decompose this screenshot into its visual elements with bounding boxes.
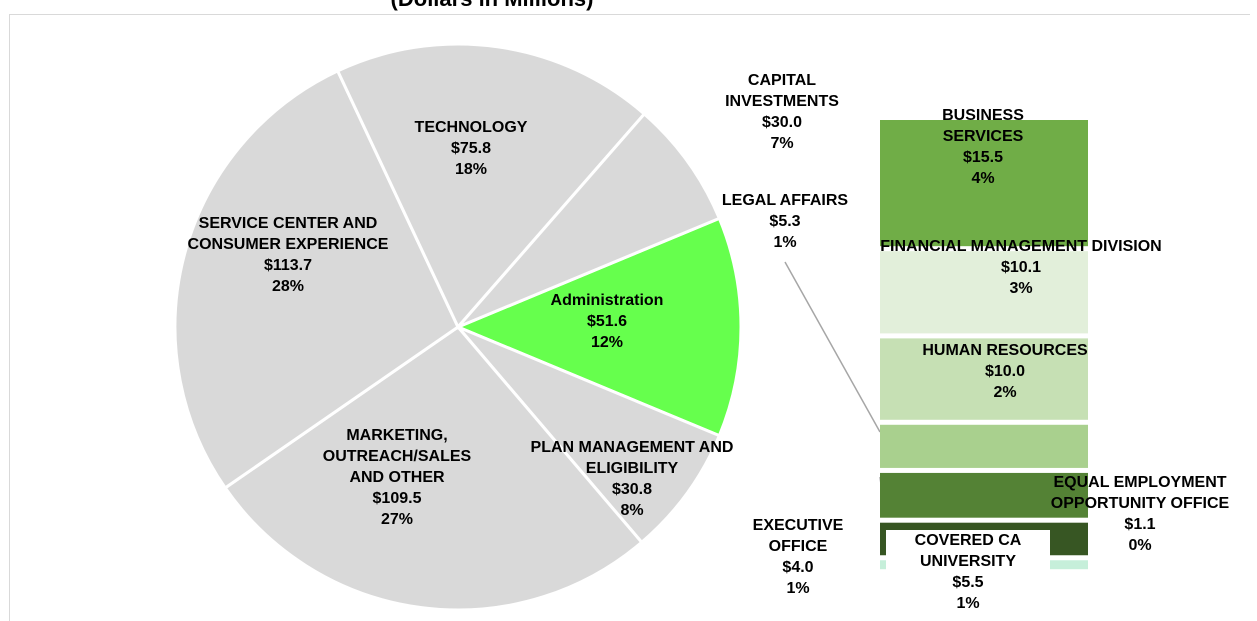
label-value: $1.1: [1124, 516, 1156, 533]
label-name: EXECUTIVE OFFICE: [752, 517, 844, 555]
pie-slice: [456, 325, 722, 545]
chart-title: (Dollars in Millions): [0, 0, 984, 12]
label-value: 27%: [380, 511, 414, 528]
label-value: 7%: [770, 135, 794, 152]
label-value: $5.3: [769, 213, 801, 230]
label-value: $75.8: [450, 140, 492, 157]
label-name: HUMAN RESOURCES: [922, 342, 1088, 359]
label-value: 2%: [993, 384, 1017, 401]
data-label: COVERED CA UNIVERSITY $5.5 1%: [886, 530, 1050, 614]
label-value: $30.0: [761, 114, 803, 131]
label-value: $15.5: [962, 149, 1004, 166]
bar-segment: [880, 472, 1088, 518]
data-label: MARKETING, OUTREACH/SALES AND OTHER $109.…: [317, 425, 477, 530]
bar-segment: [880, 424, 1088, 468]
label-value: $4.0: [782, 559, 814, 576]
label-value: 8%: [620, 502, 644, 519]
data-label: TECHNOLOGY $75.8 18%: [386, 117, 556, 180]
data-label: BUSINESS SERVICES $15.5 4%: [918, 105, 1048, 189]
label-value: 1%: [773, 234, 797, 251]
bar-segment: [880, 251, 1088, 334]
label-name: COVERED CA UNIVERSITY: [914, 532, 1022, 570]
pie-slice: [335, 42, 647, 330]
bar-segment: [880, 120, 1088, 247]
label-name: TECHNOLOGY: [414, 119, 528, 136]
label-value: $113.7: [263, 257, 313, 274]
data-label: Administration $51.6 12%: [522, 290, 692, 353]
label-name: MARKETING, OUTREACH/SALES AND OTHER: [322, 427, 472, 486]
label-name: EQUAL EMPLOYMENT OPPORTUNITY OFFICE: [1050, 474, 1230, 512]
data-label: FINANCIAL MANAGEMENT DIVISION $10.1 3%: [871, 236, 1171, 299]
label-name: CAPITAL INVESTMENTS: [725, 72, 839, 110]
label-name: FINANCIAL MANAGEMENT DIVISION: [880, 238, 1162, 255]
data-label: PLAN MANAGEMENT AND ELIGIBILITY $30.8 8%: [512, 437, 752, 521]
label-value: 12%: [590, 334, 624, 351]
label-value: $109.5: [372, 490, 422, 507]
data-label: CAPITAL INVESTMENTS $30.0 7%: [712, 70, 852, 154]
label-value: 1%: [956, 595, 980, 612]
label-name: LEGAL AFFAIRS: [721, 192, 849, 209]
label-value: 1%: [786, 580, 810, 597]
data-label: EXECUTIVE OFFICE $4.0 1%: [733, 515, 863, 599]
pie-slice: [173, 68, 460, 491]
pie-slice: [223, 324, 644, 612]
label-value: $10.0: [984, 363, 1026, 380]
label-name: BUSINESS SERVICES: [942, 107, 1024, 145]
label-value: $5.5: [952, 574, 984, 591]
label-value: 3%: [1009, 280, 1033, 297]
data-label: EQUAL EMPLOYMENT OPPORTUNITY OFFICE $1.1 0…: [1035, 472, 1245, 556]
data-label: HUMAN RESOURCES $10.0 2%: [885, 340, 1125, 403]
label-value: $10.1: [1000, 259, 1042, 276]
data-label: LEGAL AFFAIRS $5.3 1%: [695, 190, 875, 253]
label-value: $51.6: [586, 313, 628, 330]
label-name: Administration: [550, 292, 664, 309]
frame: [9, 14, 1250, 621]
label-value: 18%: [454, 161, 488, 178]
label-name: PLAN MANAGEMENT AND ELIGIBILITY: [530, 439, 734, 477]
pie-slice: [456, 111, 722, 329]
label-name: SERVICE CENTER AND CONSUMER EXPERIENCE: [187, 215, 389, 253]
label-value: 28%: [271, 278, 305, 295]
label-value: $30.8: [611, 481, 653, 498]
label-value: 0%: [1128, 537, 1152, 554]
pie-slice: [454, 216, 743, 438]
data-label: SERVICE CENTER AND CONSUMER EXPERIENCE $1…: [173, 213, 403, 297]
bar-segment: [880, 338, 1088, 420]
label-value: 4%: [971, 170, 995, 187]
leader-line: [784, 261, 881, 433]
